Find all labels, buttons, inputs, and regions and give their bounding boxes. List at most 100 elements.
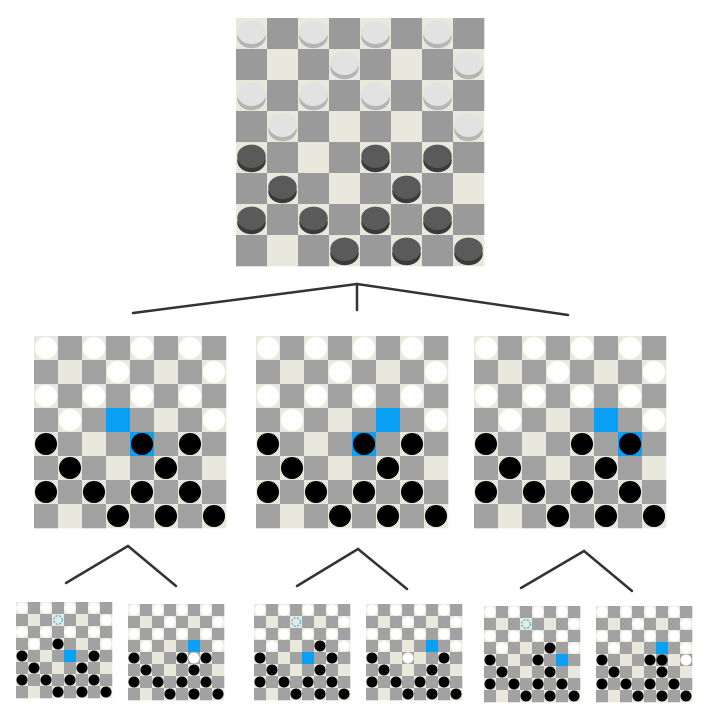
board-square — [338, 604, 351, 617]
board-square — [188, 676, 201, 689]
board-square — [267, 204, 299, 236]
board-square — [618, 456, 643, 481]
white-piece — [546, 360, 570, 384]
board-square — [200, 616, 213, 629]
tree-edges — [64, 282, 634, 593]
black-piece — [522, 480, 546, 504]
black-piece — [532, 654, 544, 666]
white-piece — [450, 640, 462, 652]
white-piece — [352, 384, 376, 408]
white-piece — [508, 630, 520, 642]
board-square — [620, 618, 633, 631]
board-square — [522, 408, 547, 433]
board-square — [378, 616, 391, 629]
board-square — [290, 604, 303, 617]
board-square — [568, 606, 581, 619]
board-square — [16, 614, 29, 627]
board-square — [178, 408, 203, 433]
board-square — [76, 614, 89, 627]
board-square — [391, 80, 423, 112]
board-square — [34, 408, 59, 433]
board-square — [656, 606, 669, 619]
board-square — [414, 616, 427, 629]
board-square — [414, 652, 427, 665]
board-square — [520, 654, 533, 667]
white-piece — [34, 384, 58, 408]
board-square — [128, 640, 141, 653]
board-square — [164, 676, 177, 689]
board-square — [620, 642, 633, 655]
board-square — [474, 504, 499, 529]
board-square — [424, 432, 449, 457]
black-piece — [254, 676, 266, 688]
black-piece — [52, 686, 64, 698]
board-square — [176, 616, 189, 629]
board-square — [632, 630, 645, 643]
board-square — [76, 638, 89, 651]
board-square — [212, 628, 225, 641]
board-square — [176, 640, 189, 653]
board-square — [106, 480, 131, 505]
board-square — [496, 678, 509, 691]
white-piece — [498, 408, 522, 432]
white-piece — [596, 630, 608, 642]
board-square — [596, 618, 609, 631]
vacated-square-marker — [53, 615, 63, 625]
board-square — [414, 640, 427, 653]
board-square — [400, 504, 425, 529]
board-square — [450, 676, 463, 689]
level1-edge-3-left — [519, 549, 586, 590]
white-piece — [390, 604, 402, 616]
board-square — [498, 504, 523, 529]
black-piece — [496, 666, 508, 678]
board-square — [76, 602, 89, 615]
board-square — [532, 666, 545, 679]
board-square — [376, 336, 401, 361]
board-square — [106, 384, 131, 409]
board-square — [352, 456, 377, 481]
board-square — [453, 204, 485, 236]
black-piece — [326, 676, 338, 688]
board-square — [568, 654, 581, 667]
white-piece — [424, 360, 448, 384]
white-piece — [34, 336, 58, 360]
board-square — [532, 618, 545, 631]
board-square — [644, 642, 657, 655]
board-square — [532, 642, 545, 655]
board-square — [390, 688, 403, 701]
black-piece — [546, 504, 570, 528]
board-square — [329, 142, 361, 174]
black-piece — [212, 688, 224, 700]
white-piece — [212, 616, 224, 628]
white-piece — [570, 336, 594, 360]
black-piece — [454, 237, 483, 261]
board-square — [88, 638, 101, 651]
white-piece — [100, 614, 112, 626]
board-square — [64, 638, 77, 651]
white-piece — [176, 628, 188, 640]
board-square — [644, 690, 657, 703]
board-square — [438, 616, 451, 629]
board-square — [52, 614, 65, 627]
board-square — [632, 678, 645, 691]
white-piece — [620, 606, 632, 618]
black-piece — [268, 175, 297, 199]
white-piece — [352, 336, 376, 360]
board-square — [314, 604, 327, 617]
black-piece — [361, 144, 390, 168]
board-square — [360, 49, 392, 81]
level1-edge-1-right — [126, 544, 178, 588]
board-square — [546, 336, 571, 361]
black-piece — [668, 678, 680, 690]
board-square — [424, 384, 449, 409]
board-square — [391, 142, 423, 174]
white-piece — [556, 630, 568, 642]
white-piece — [568, 642, 580, 654]
board-square — [154, 360, 179, 385]
white-piece — [608, 642, 620, 654]
board-square — [58, 504, 83, 529]
black-piece — [237, 206, 266, 230]
board-square — [498, 360, 523, 385]
board-square — [328, 432, 353, 457]
black-piece — [423, 144, 452, 168]
